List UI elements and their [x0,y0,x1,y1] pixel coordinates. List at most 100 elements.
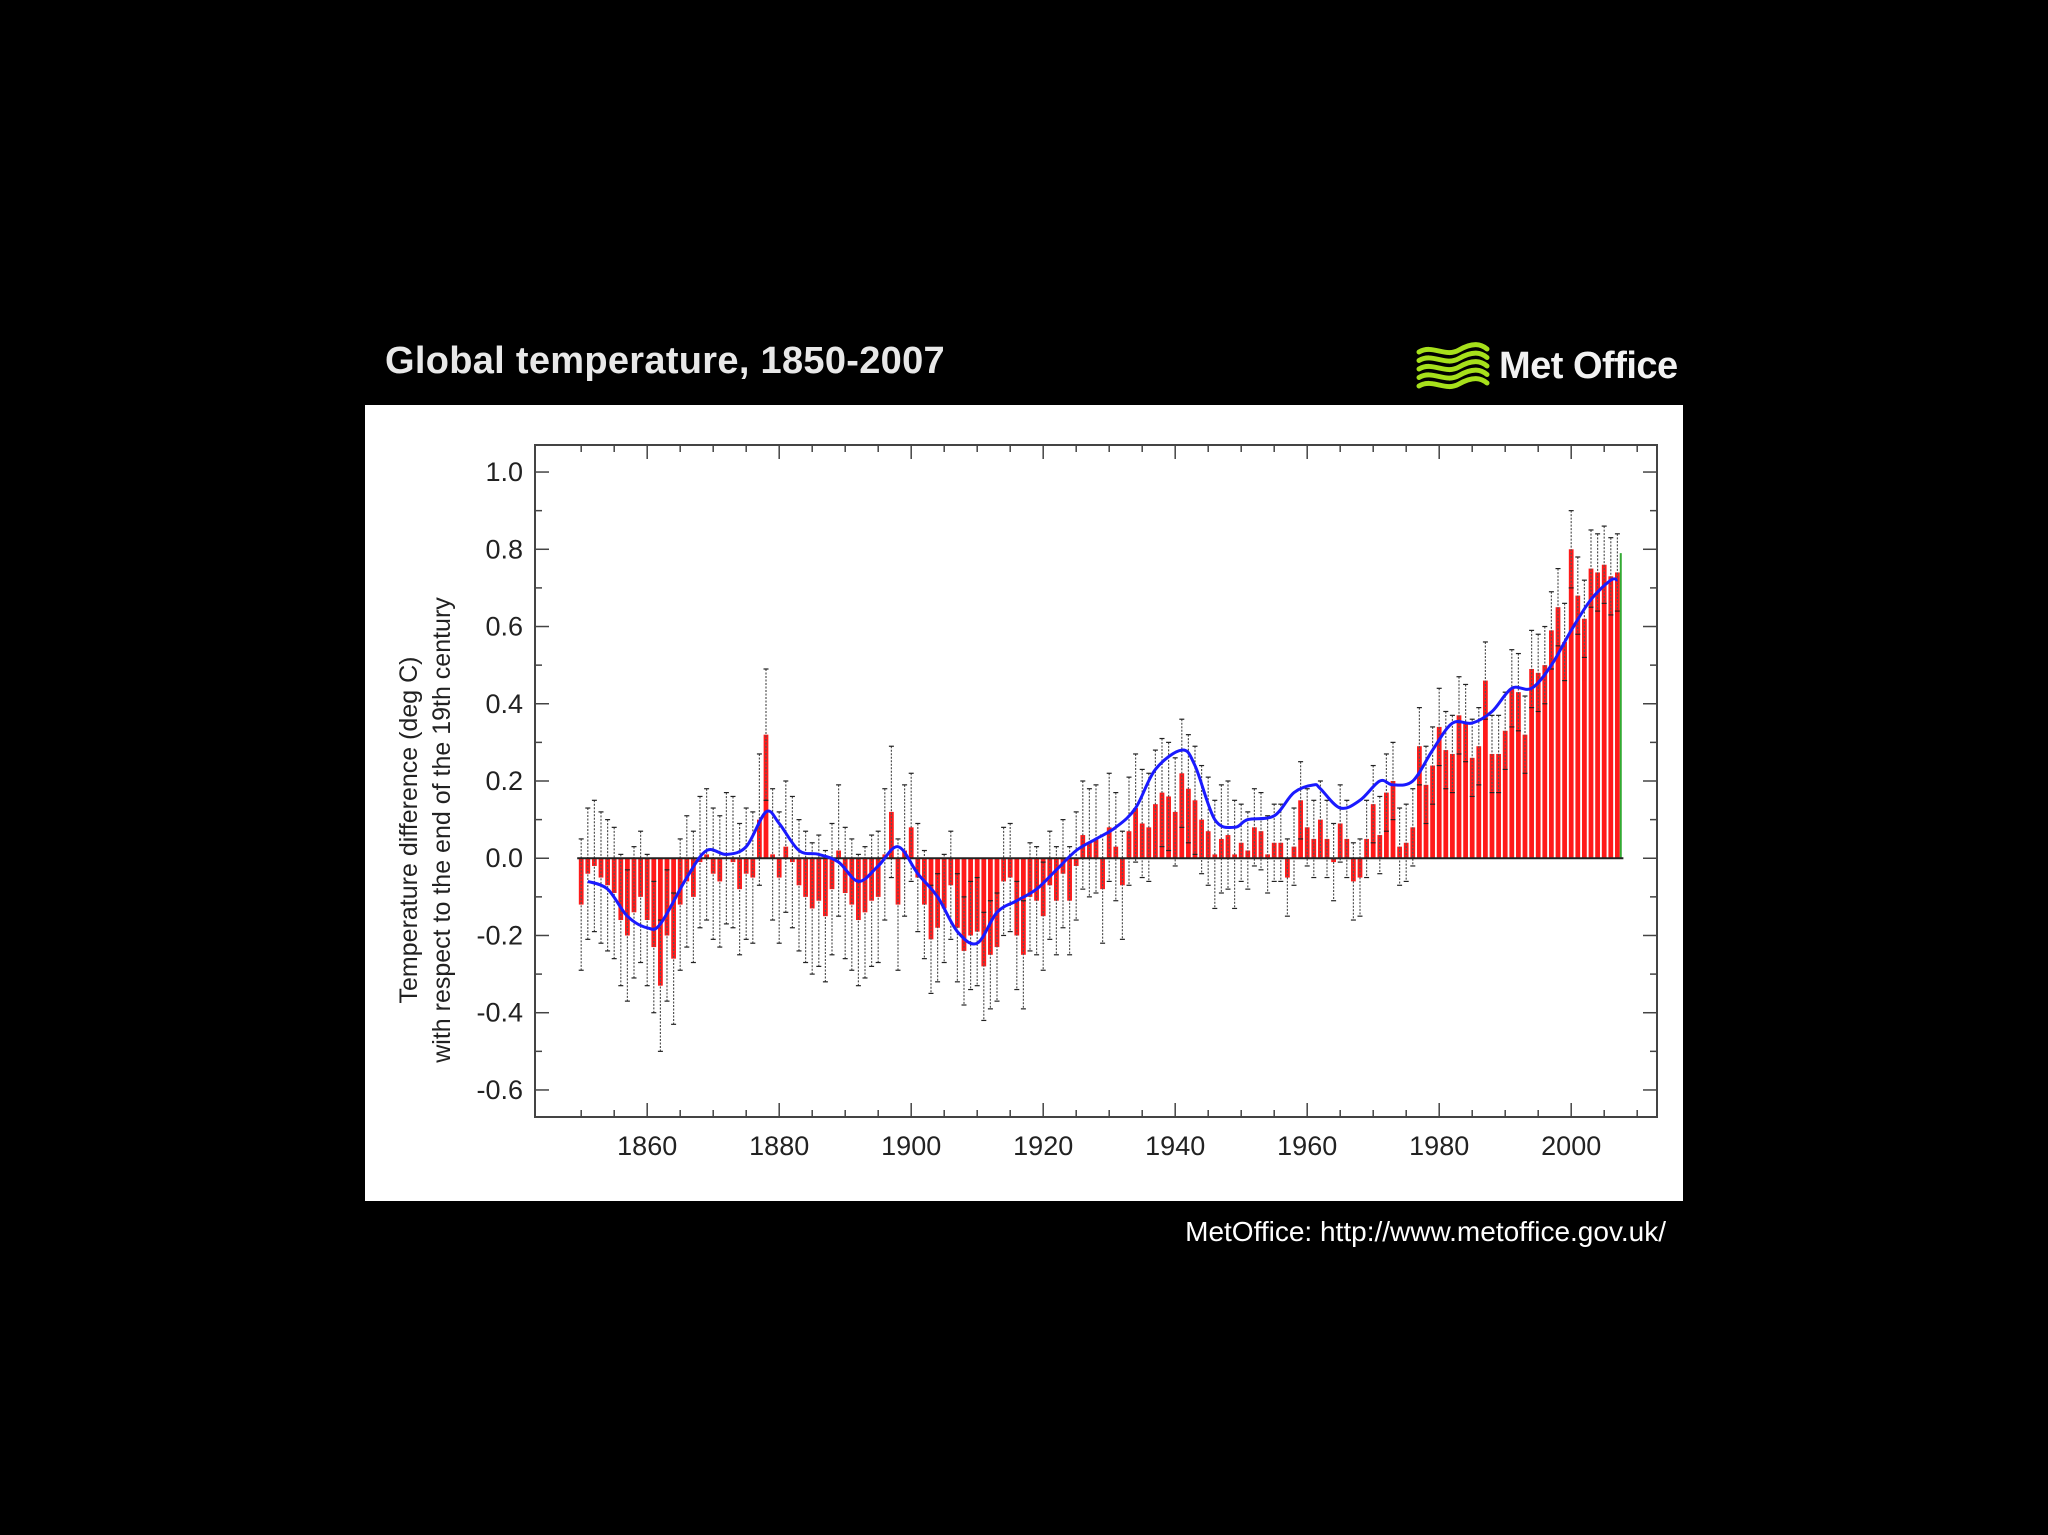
bar [1535,672,1541,859]
y-tick-label: 0.6 [485,612,523,642]
bar [1608,576,1614,859]
bar [1450,753,1455,859]
logo-wave [1416,359,1490,373]
bar [1463,723,1468,859]
bar [1436,726,1442,859]
logo-wave [1416,367,1490,381]
x-tick-label: 1940 [1145,1131,1205,1161]
bar [1225,835,1231,859]
bar [1496,753,1501,859]
bar [1106,827,1112,859]
y-axis-title: with respect to the end of the 19th cent… [428,597,456,1064]
bar [1212,854,1218,859]
source-credit: MetOffice: http://www.metoffice.gov.uk/ [1185,1216,1666,1247]
bar [994,858,1000,948]
bar [948,858,954,886]
logo-wave [1416,342,1490,356]
bar [1542,665,1548,859]
logo-text: Met Office [1499,344,1678,387]
x-tick-label: 1980 [1409,1131,1469,1161]
bar [1483,680,1488,859]
chart-panel: 1.0 0.8 0.6 0.4 0.2 0.0 -0.2 -0.4 -0.6 1860 1880 1… [365,405,1683,1201]
bar [598,858,604,878]
x-tick-label: 1960 [1277,1131,1337,1161]
bar [1397,846,1402,859]
plot-frame [534,444,1658,1118]
bar [796,858,802,886]
bar [836,850,841,859]
bar [1047,858,1053,886]
bar [1179,773,1185,859]
bar [1476,746,1482,859]
bar [1232,854,1237,859]
chart-title: Global temperature, 1850-2007 [385,340,945,382]
bar [1133,808,1138,859]
bar [809,858,815,909]
bar [776,858,782,878]
bar [1456,715,1462,859]
x-tick-label: 1860 [617,1131,677,1161]
bar [1575,595,1581,859]
bar [618,858,624,921]
bar [1516,692,1521,859]
bar [908,827,914,859]
bar [1265,854,1270,859]
bar [1615,572,1620,859]
bar [1311,838,1317,859]
bar [1344,838,1350,859]
bar [1568,549,1574,859]
bar [915,858,921,878]
bar [592,858,597,866]
bar [644,858,650,921]
bar [1555,607,1561,859]
smoothed-series-line [587,577,1618,946]
bar [988,858,993,955]
bar [1337,823,1343,859]
bar [1007,858,1013,878]
bar [928,858,934,940]
y-tick-label: -0.4 [476,998,523,1028]
bar [1549,630,1554,859]
bar [1324,838,1330,859]
met-office-logo: Met Office [1415,338,1678,394]
logo-wave [1416,350,1490,364]
bar [664,858,670,936]
bar [869,858,874,901]
bar [1351,858,1356,882]
x-tick-label: 2000 [1541,1131,1601,1161]
bar [1562,641,1567,859]
bar [1087,842,1092,859]
bar [1595,572,1600,859]
bar [1021,858,1026,955]
y-tick-label: 1.0 [485,457,523,487]
bar [974,858,980,932]
bar [1364,838,1369,859]
bar [842,858,848,893]
bar [1120,858,1125,886]
bar [816,858,822,901]
temperature-chart: 1.0 0.8 0.6 0.4 0.2 0.0 -0.2 -0.4 -0.6 1860 1880 1… [395,444,1658,1161]
y-tick-label: 0.4 [485,689,523,719]
logo-wave [1416,376,1490,390]
bar [1522,734,1528,859]
bar [1502,730,1508,859]
bar [1146,827,1152,859]
bar [1159,792,1165,859]
bar [750,858,756,878]
bar [1529,669,1534,859]
bar [611,858,617,893]
bar [1443,750,1449,859]
bar [625,858,630,936]
bar [1588,568,1594,859]
y-tick-label: -0.6 [476,1075,523,1105]
y-axis-title: Temperature difference (deg C) [395,657,423,1004]
bar [605,858,610,886]
bar [1192,800,1198,859]
y-tick-label: 0.2 [485,766,523,796]
bar [1430,765,1435,859]
met-office-wave-icon [1416,342,1490,390]
y-tick-label: 0.0 [485,843,523,873]
bar [1509,688,1515,859]
bar [1469,757,1475,859]
bar [1417,746,1422,859]
